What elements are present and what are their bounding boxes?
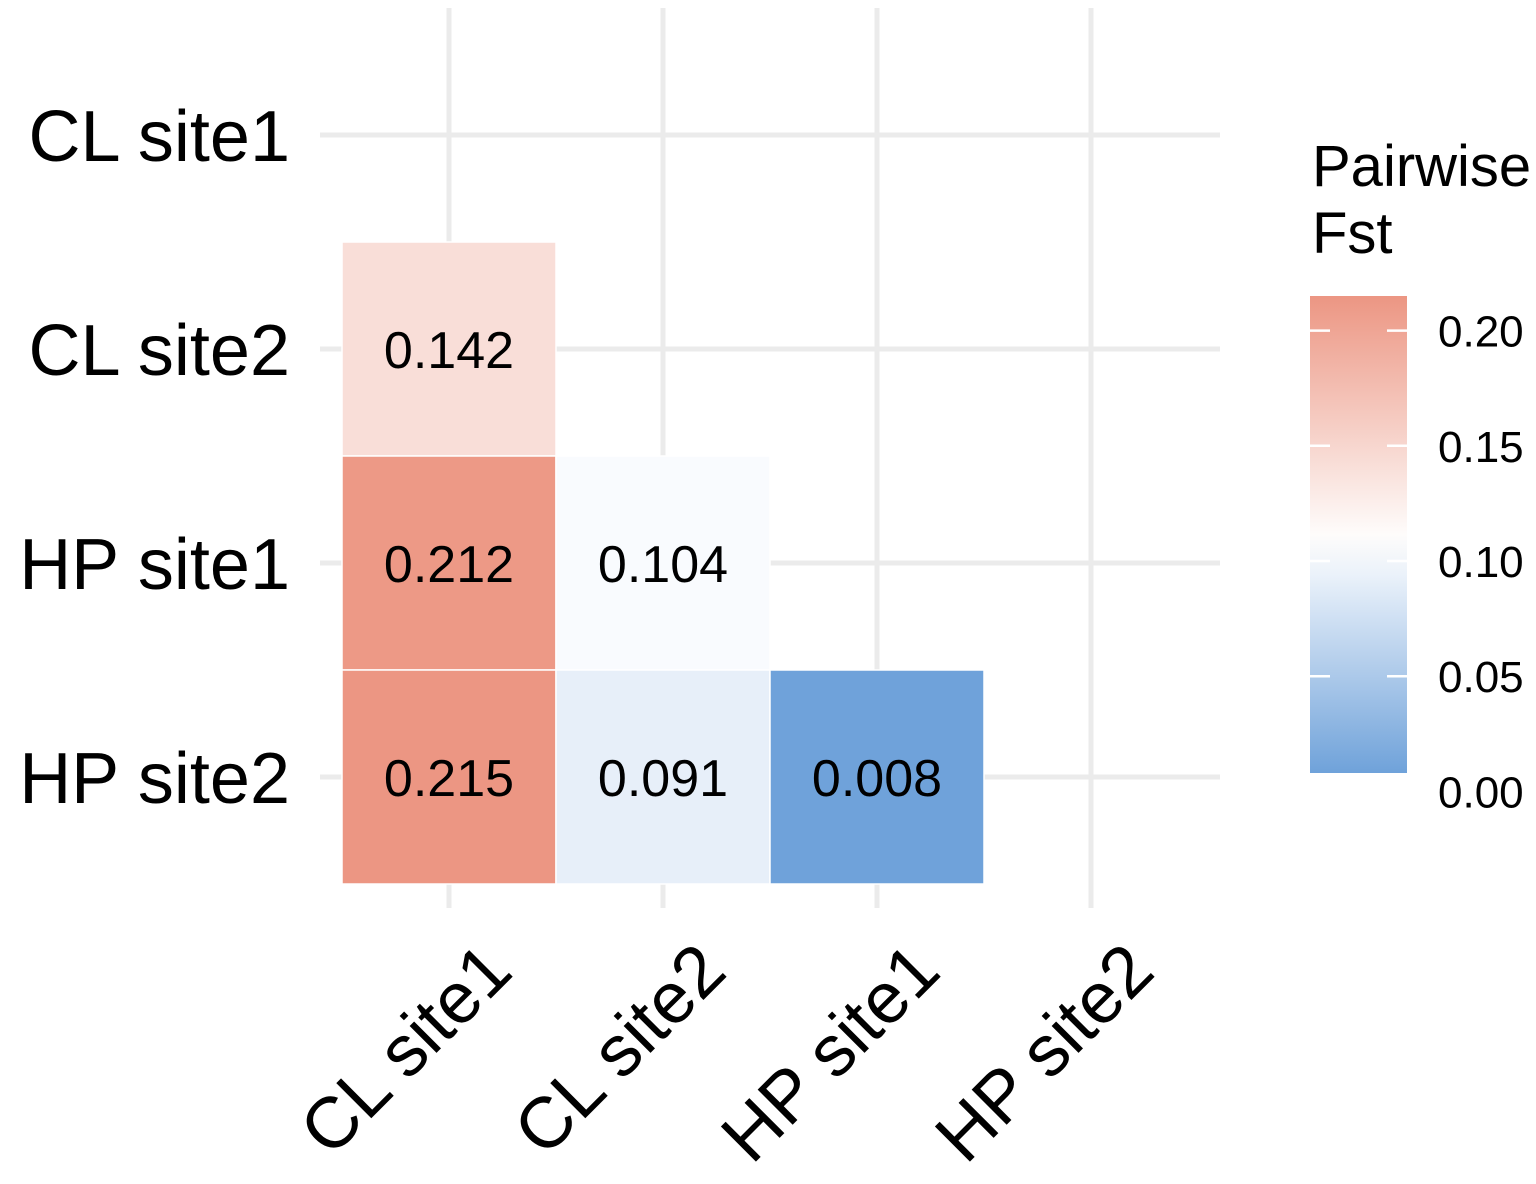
cell-label-cl-site2-hp-site1: 0.104 <box>598 536 728 594</box>
y-tick-label-cl-site2: CL site2 <box>29 311 290 391</box>
y-tick-label-hp-site1: HP site1 <box>19 525 290 605</box>
legend-tick-label-1: 0.05 <box>1438 653 1524 702</box>
heatmap-tiles <box>341 241 985 885</box>
tile-cl-site1-cl-site2 <box>341 241 557 457</box>
x-tick-label-hp-site2: HP site2 <box>920 929 1168 1177</box>
y-tick-label-hp-site2: HP site2 <box>19 739 290 819</box>
y-tick-label-cl-site1: CL site1 <box>29 97 290 177</box>
x-tick-label-cl-site2: CL site2 <box>499 929 740 1170</box>
tile-hp-site1-hp-site2 <box>769 669 985 885</box>
tile-cl-site1-hp-site1 <box>341 455 557 671</box>
cell-label-cl-site1-hp-site1: 0.212 <box>384 536 514 594</box>
legend-tick-label-4: 0.20 <box>1438 308 1524 357</box>
legend-tick-label-3: 0.15 <box>1438 423 1524 472</box>
cell-value-labels: 0.142 0.212 0.104 0.215 0.091 0.008 <box>384 322 942 808</box>
legend-title-line-2: Fst <box>1312 201 1393 266</box>
tile-cl-site2-hp-site1 <box>555 455 771 671</box>
color-legend: Pairwise Fst 0.00 0.05 0.10 0.15 0.20 <box>1310 134 1531 817</box>
x-tick-label-hp-site1: HP site1 <box>706 929 954 1177</box>
x-tick-label-cl-site1: CL site1 <box>285 929 526 1170</box>
legend-tick-label-0: 0.00 <box>1438 768 1524 817</box>
cell-label-hp-site1-hp-site2: 0.008 <box>812 750 942 808</box>
legend-tick-label-2: 0.10 <box>1438 538 1524 587</box>
cell-label-cl-site2-hp-site2: 0.091 <box>598 750 728 808</box>
cell-label-cl-site1-hp-site2: 0.215 <box>384 750 514 808</box>
legend-colorbar <box>1310 296 1407 773</box>
cell-label-cl-site1-cl-site2: 0.142 <box>384 322 514 380</box>
legend-title-line-1: Pairwise <box>1312 134 1531 199</box>
y-axis-tick-labels: CL site1 CL site2 HP site1 HP site2 <box>19 97 290 819</box>
legend-ticks: 0.00 0.05 0.10 0.15 0.20 <box>1310 308 1524 817</box>
